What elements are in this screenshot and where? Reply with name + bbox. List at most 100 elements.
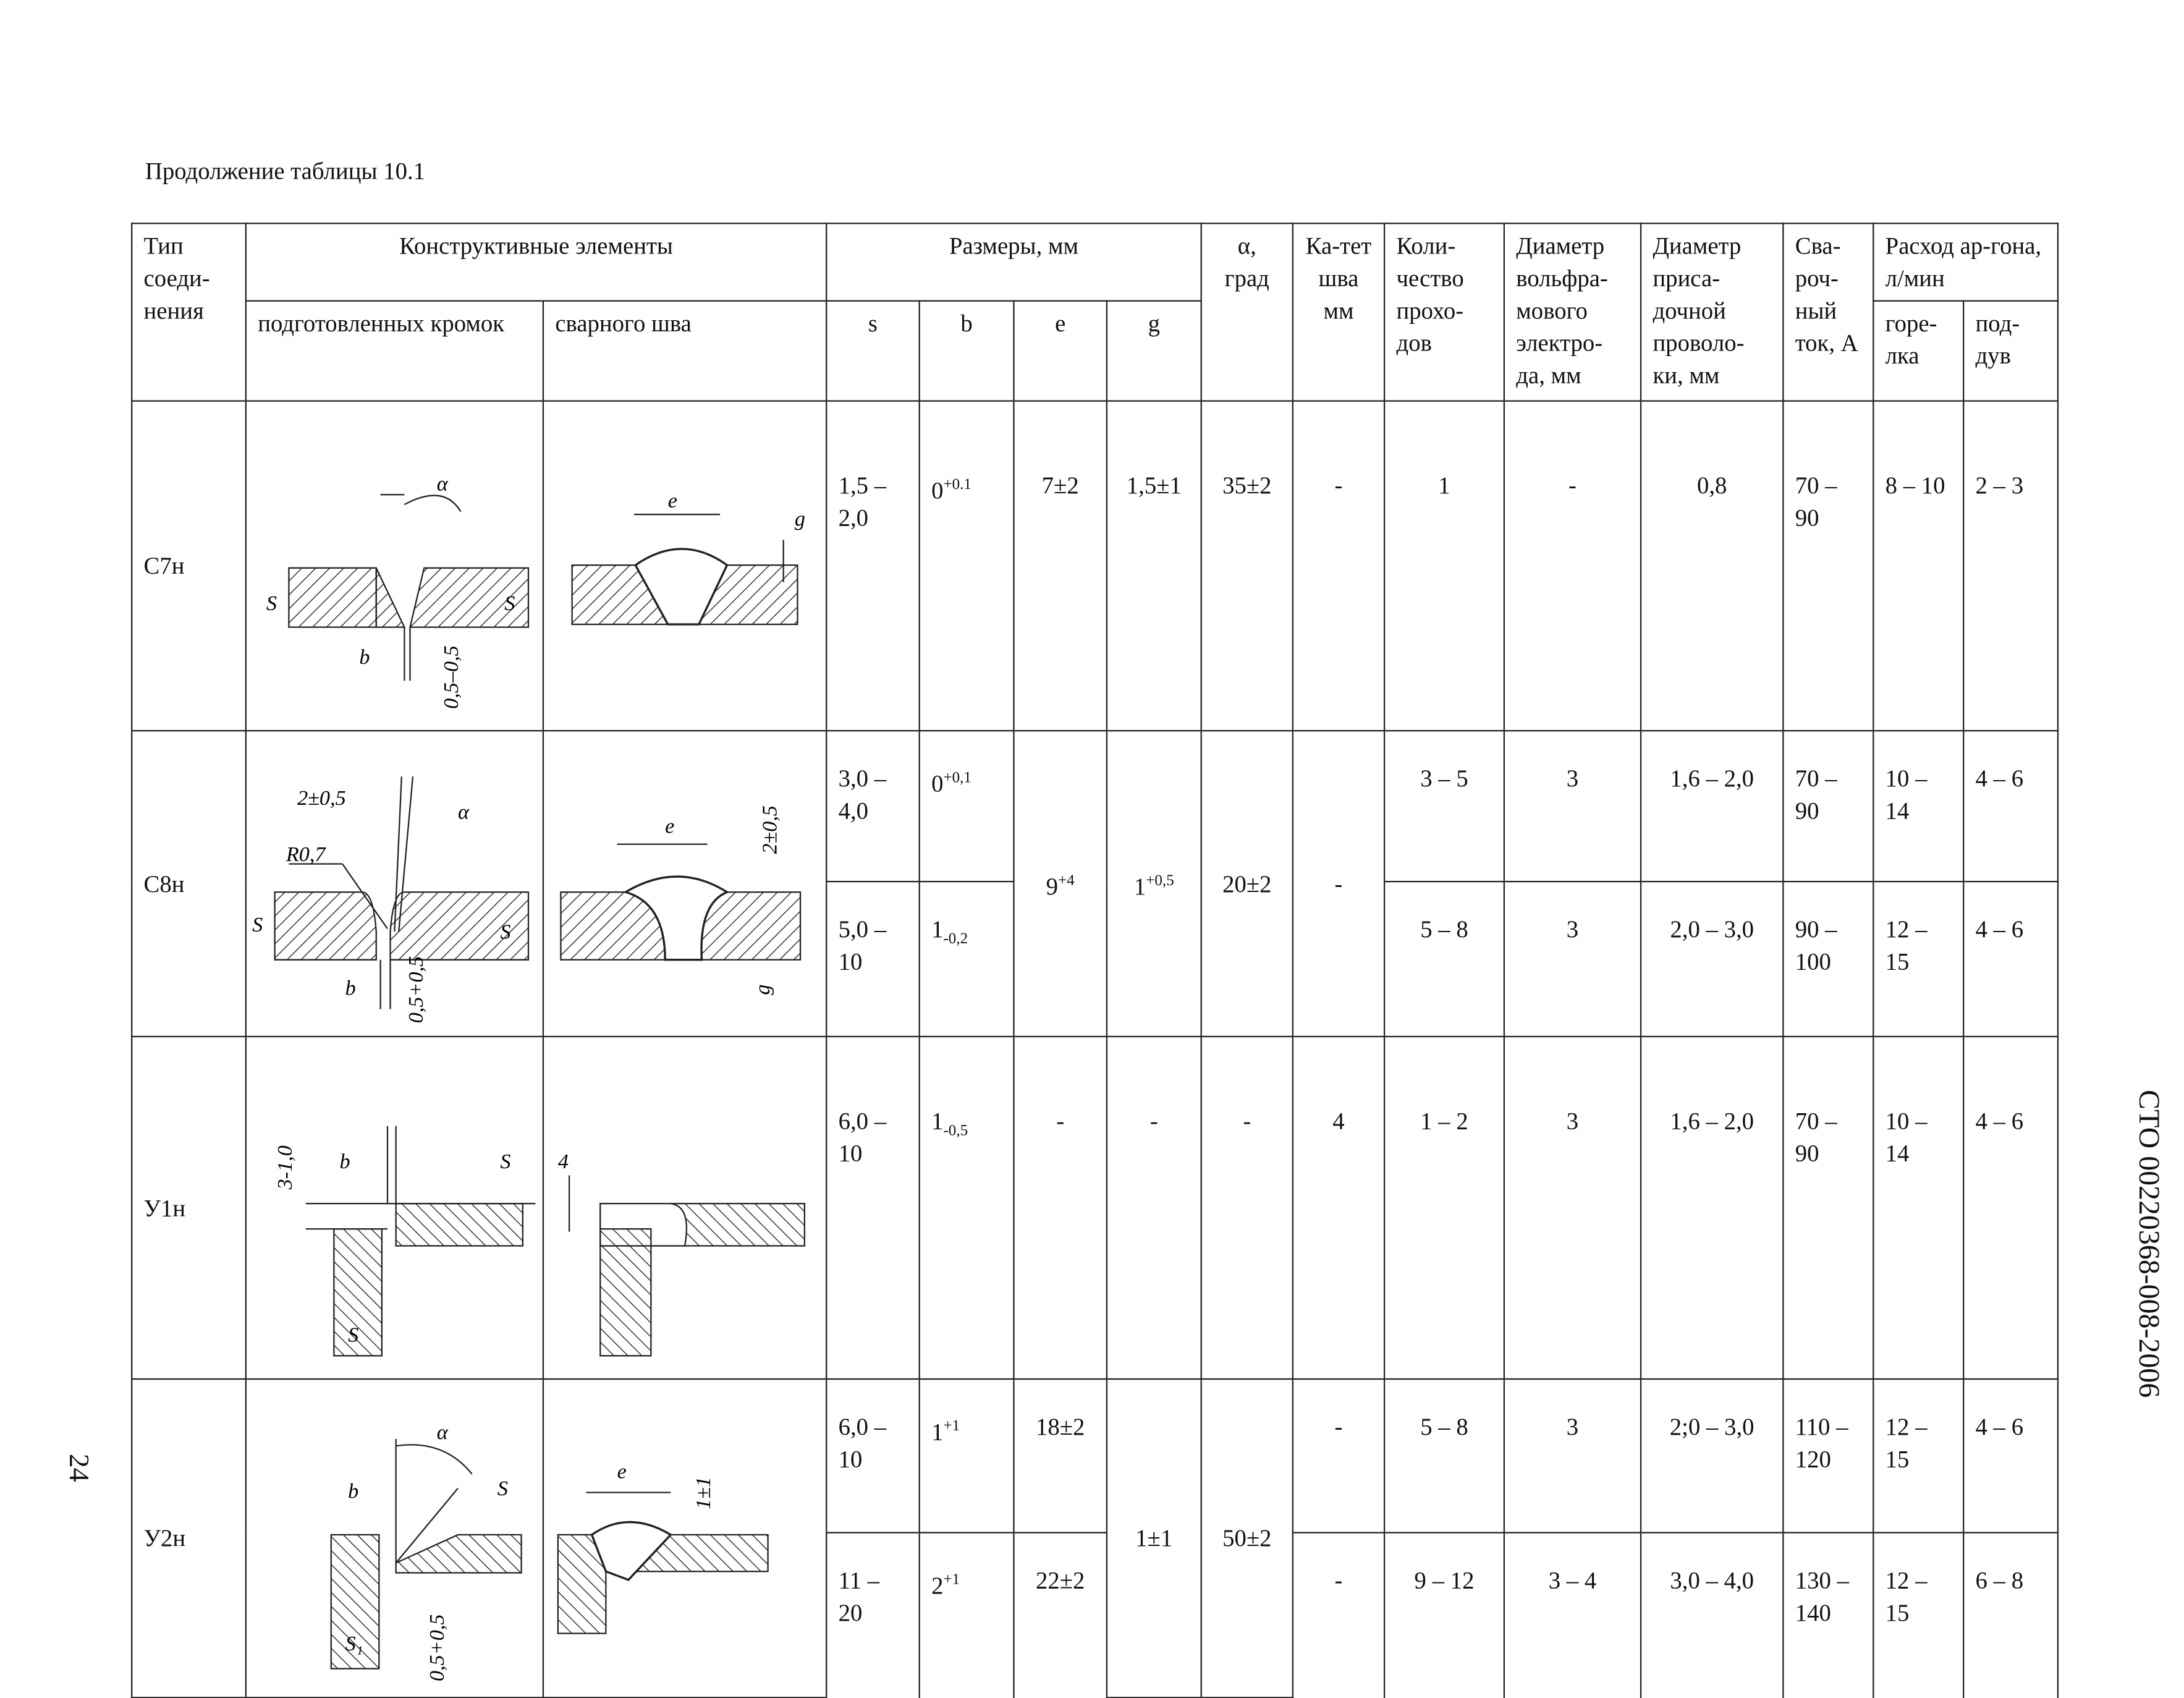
cell-s: 6,0 – 10 [826,1035,920,1380]
header-torch: горе-лка [1873,300,1965,402]
header-tungsten: Диаметр вольфра-мового электро-да, мм [1503,223,1642,402]
header-weld: сварного шва [542,300,827,402]
cell-tungsten: - [1503,400,1642,732]
cell-g: 1,5±1 [1106,400,1202,732]
header-alpha: α, град [1200,223,1294,402]
svg-text:S: S [266,592,277,615]
cell-s: 11 – 20 [826,1532,920,1698]
weld-seam-diagram: e 1±1 [542,1378,827,1698]
header-prepared: подготовленных кромок [245,300,544,402]
cell-leg: - [1292,400,1386,732]
cell-e: - [1013,1035,1108,1380]
header-backing: под-дув [1963,300,2059,402]
header-argon: Расход ар-гона, л/мин [1873,223,2059,302]
cell-tungsten: 3 [1503,1378,1642,1534]
cell-torch: 12 – 15 [1873,1532,1965,1698]
header-filler: Диаметр приса-дочной проволо-ки, мм [1640,223,1784,402]
cell-s: 3,0 – 4,0 [826,730,920,883]
svg-text:2±0,5: 2±0,5 [297,787,346,810]
cell-current: 130 – 140 [1782,1532,1874,1698]
cell-g: - [1106,1035,1202,1380]
table-row: У2н α b S S₁ 0,5+0,5 e 1±1 6,0 – 10 1+1 1… [131,1378,2059,1698]
header-current: Сва-роч-ный ток, А [1782,223,1874,402]
svg-text:0,5+0,5: 0,5+0,5 [405,956,428,1024]
cell-current: 110 – 120 [1782,1378,1874,1534]
cell-leg: - [1292,730,1386,1038]
cell-torch: 10 – 14 [1873,730,1965,883]
cell-e: 18±2 [1013,1378,1108,1534]
joint-type: С8н [131,730,247,1038]
table-row: 5,0 – 10 1-0,2 5 – 8 3 2,0 – 3,0 90 – 10… [132,881,2059,1038]
joint-type: У1н [131,1035,247,1380]
svg-text:e: e [668,490,677,512]
cell-current: 70 – 90 [1782,730,1874,883]
header-sizes: Размеры, мм [826,223,1202,302]
cell-e: 9+4 [1013,730,1108,1038]
svg-text:g: g [751,985,774,995]
cell-alpha: 50±2 [1200,1378,1294,1698]
cell-filler: 1,6 – 2,0 [1640,1035,1784,1380]
page-number: 24 [62,1453,94,1482]
svg-text:α: α [437,472,449,495]
cell-tungsten: 3 [1503,881,1642,1038]
cell-b: 1+1 [918,1378,1015,1534]
cell-g: 1+0,5 [1106,730,1202,1038]
cell-tungsten: 3 [1503,1035,1642,1380]
cell-filler: 2,0 – 3,0 [1640,881,1784,1038]
svg-text:3-1,0: 3-1,0 [274,1145,297,1190]
cell-b: 0+0.1 [918,400,1015,732]
cell-b: 1-0,2 [918,881,1015,1038]
cell-current: 70 – 90 [1782,1035,1874,1380]
cell-passes: 3 – 5 [1383,730,1505,883]
cell-passes: 1 [1383,400,1505,732]
svg-text:S: S [348,1324,358,1347]
cell-current: 70 – 90 [1782,400,1874,732]
svg-text:R0,7: R0,7 [286,843,327,866]
svg-text:α: α [437,1421,449,1444]
cell-e: 7±2 [1013,400,1108,732]
svg-text:0,5+0,5: 0,5+0,5 [426,1614,449,1681]
joint-type: С7н [131,400,247,732]
cell-passes: 5 – 8 [1383,881,1505,1038]
cell-backing: 4 – 6 [1963,1035,2059,1380]
cell-passes: 1 – 2 [1383,1035,1505,1380]
svg-text:b: b [348,1480,358,1503]
svg-text:0,5–0,5: 0,5–0,5 [440,645,463,709]
header-s: s [826,300,920,402]
cell-b: 0+0,1 [918,730,1015,883]
joint-type: У2н [131,1378,247,1698]
cell-s: 1,5 – 2,0 [826,400,920,732]
cell-s: 6,0 – 10 [826,1378,920,1534]
document-code: СТО 00220368-008-2006 [2132,1090,2167,1398]
cell-passes: 9 – 12 [1383,1532,1505,1698]
cell-backing: 6 – 8 [1963,1532,2059,1698]
cell-passes: 5 – 8 [1383,1378,1505,1534]
cell-b: 1-0,5 [918,1035,1015,1380]
cell-alpha: 35±2 [1200,400,1294,732]
svg-text:b: b [345,977,356,1000]
cell-b: 2+1 [918,1532,1015,1698]
prepared-edges-diagram: α b S S₁ 0,5+0,5 [245,1378,544,1698]
cell-torch: 12 – 15 [1873,1378,1965,1534]
cell-backing: 4 – 6 [1963,1378,2059,1534]
cell-alpha: - [1200,1035,1294,1380]
header-e: e [1013,300,1108,402]
cell-leg: 4 [1292,1035,1386,1380]
svg-text:α: α [458,801,470,824]
svg-text:b: b [359,646,370,669]
cell-s: 5,0 – 10 [826,881,920,1038]
weld-seam-diagram: 4 [542,1035,827,1380]
svg-text:S: S [504,592,515,615]
header-type: Тип соеди-нения [131,223,247,402]
cell-filler: 2;0 – 3,0 [1640,1378,1784,1534]
cell-leg: - [1292,1532,1386,1698]
cell-e: 22±2 [1013,1532,1108,1698]
welding-table: Тип соеди-нения Конструктивные элементы … [131,223,2059,1698]
header-b: b [918,300,1015,402]
svg-text:S: S [500,1150,510,1173]
header-leg: Ка-тет шва мм [1292,223,1386,402]
cell-torch: 10 – 14 [1873,1035,1965,1380]
